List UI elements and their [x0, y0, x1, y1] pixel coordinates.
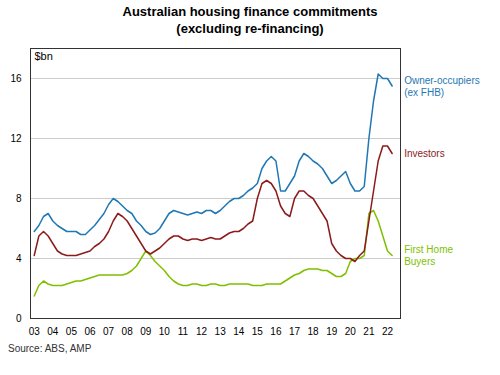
svg-text:First HomeBuyers: First HomeBuyers	[404, 244, 453, 267]
svg-text:12: 12	[196, 325, 208, 336]
html-text:Source: ABS, AMP: Source: ABS, AMP	[8, 342, 92, 354]
svg-text:13: 13	[215, 325, 227, 336]
svg-text:Investors: Investors	[404, 148, 445, 159]
svg-text:15: 15	[252, 325, 264, 336]
svg-text:4: 4	[16, 252, 22, 263]
svg-text:8: 8	[16, 192, 22, 203]
svg-text:19: 19	[326, 325, 338, 336]
svg-text:0: 0	[16, 312, 22, 323]
svg-text:21: 21	[363, 325, 375, 336]
svg-text:07: 07	[103, 325, 115, 336]
html-text:Australian housing finance com: Australian housing finance commitments (…	[122, 4, 378, 36]
svg-text:09: 09	[140, 325, 152, 336]
svg-text:20: 20	[345, 325, 357, 336]
svg-text:05: 05	[66, 325, 78, 336]
svg-text:12: 12	[10, 132, 22, 143]
svg-text:Owner-occupiers(ex FHB): Owner-occupiers(ex FHB)	[404, 75, 480, 98]
svg-text:04: 04	[47, 325, 59, 336]
svg-text:06: 06	[84, 325, 96, 336]
svg-text:22: 22	[382, 325, 394, 336]
svg-text:16: 16	[270, 325, 282, 336]
svg-text:14: 14	[233, 325, 245, 336]
svg-text:16: 16	[10, 72, 22, 83]
svg-text:08: 08	[122, 325, 134, 336]
svg-text:$bn: $bn	[35, 50, 53, 62]
svg-text:17: 17	[289, 325, 301, 336]
svg-text:11: 11	[178, 325, 189, 336]
svg-text:03: 03	[29, 325, 41, 336]
svg-text:18: 18	[308, 325, 320, 336]
svg-text:10: 10	[159, 325, 171, 336]
